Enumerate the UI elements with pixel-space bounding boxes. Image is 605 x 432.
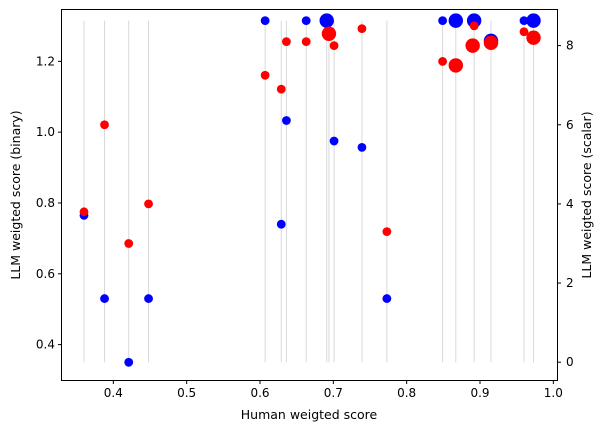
scalar-score-point [260, 70, 270, 80]
binary-score-point [319, 13, 334, 28]
binary-score-point [526, 13, 541, 28]
x-tick-label: 0.8 [397, 386, 416, 400]
y-tick-label: 0.8 [36, 196, 55, 210]
binary-score-point [100, 294, 109, 303]
scalar-score-point [100, 120, 109, 130]
scalar-score-point [465, 38, 480, 53]
y2-axis-label: LLM weigted score (scalar) [579, 111, 594, 278]
scalar-score-point [357, 24, 367, 33]
scalar-score-point [144, 199, 153, 209]
y-axis-ticks: 0.4 0.6 0.8 1.0 1.2 [36, 54, 62, 352]
scalar-score-point [79, 207, 89, 217]
scalar-score-point [301, 37, 311, 47]
x-axis-label: Human weigted score [241, 407, 378, 422]
scalar-score-point [321, 26, 337, 41]
binary-score-point [124, 357, 134, 367]
scalar-score-point [276, 84, 286, 94]
binary-score-point [357, 142, 367, 152]
x-axis-ticks: 0.4 0.5 0.6 0.7 0.8 0.9 1.0 [104, 380, 563, 400]
x-tick-label: 0.4 [104, 386, 123, 400]
binary-score-point [438, 16, 447, 26]
x-tick-label: 0.5 [177, 386, 196, 400]
scalar-score-point [382, 227, 392, 237]
y-tick-label: 1.2 [36, 54, 55, 68]
scalar-score-point [124, 239, 134, 248]
binary-score-point [519, 16, 529, 26]
x-tick-label: 1.0 [544, 386, 563, 400]
scalar-score-point [438, 57, 447, 66]
binary-score-point [301, 16, 311, 26]
y-tick-label: 1.0 [36, 125, 55, 139]
y2-tick-label: 2 [566, 276, 574, 290]
y2-tick-label: 4 [566, 197, 574, 211]
x-tick-label: 0.6 [250, 386, 269, 400]
scalar-score-point [526, 30, 541, 45]
scalar-score-point [329, 41, 339, 51]
scalar-score-point [519, 27, 529, 37]
binary-score-point [144, 294, 153, 303]
binary-score-point [276, 219, 286, 229]
scalar-score-point [448, 58, 463, 73]
plot-frame [61, 9, 558, 381]
binary-score-point [382, 294, 392, 303]
reference-lines [83, 20, 535, 363]
binary-score-point [282, 116, 291, 125]
y-axis-label: LLM weigted score (binary) [8, 110, 23, 279]
scalar-score-point [483, 35, 499, 51]
y-tick-label: 0.6 [36, 267, 55, 281]
y2-tick-label: 8 [566, 39, 574, 53]
binary-score-point [448, 13, 463, 28]
binary-score-point [260, 16, 270, 26]
scalar-score-point [282, 37, 291, 47]
x-tick-label: 0.9 [470, 386, 489, 400]
x-tick-label: 0.7 [324, 386, 343, 400]
y2-tick-label: 6 [566, 118, 574, 132]
scalar-score-point [469, 21, 479, 31]
y2-axis-ticks: 0 2 4 6 8 [557, 39, 574, 369]
scalar-score-points [79, 21, 541, 248]
y-tick-label: 0.4 [36, 338, 55, 352]
binary-score-point [329, 136, 339, 146]
y2-tick-label: 0 [566, 355, 574, 369]
